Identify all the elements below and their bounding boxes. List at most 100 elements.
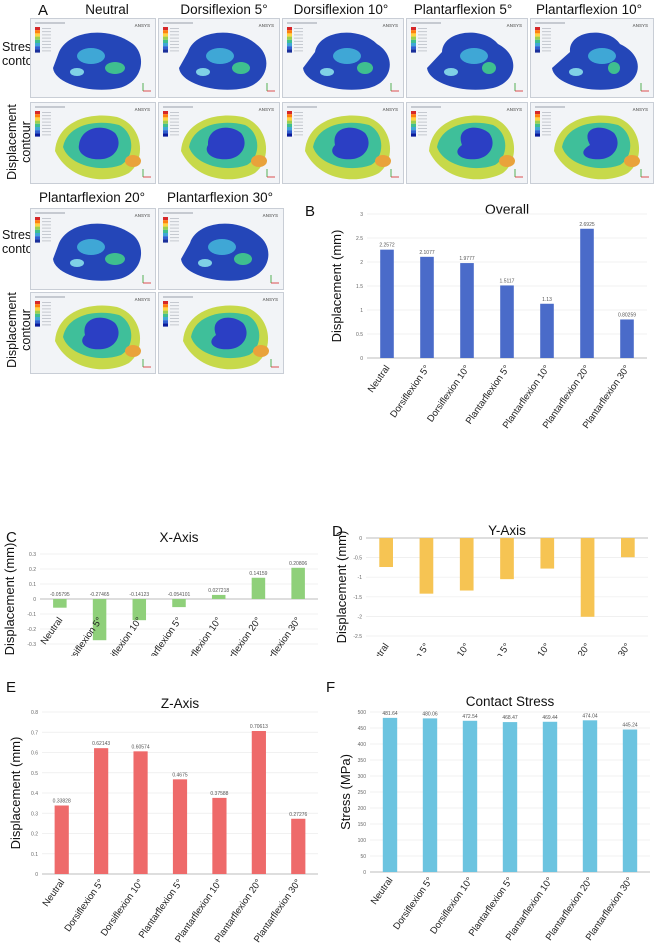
data-label: 0.37588: [210, 791, 228, 797]
row-label-stress-2-line2: contour: [2, 242, 44, 256]
y-tick-label: 2.5: [356, 236, 363, 242]
svg-text:ANSYS: ANSYS: [506, 107, 522, 112]
y-tick-label: 0.3: [31, 811, 38, 817]
bar: [459, 538, 474, 591]
chart-z-axis: E Z-Axis Displacement (mm) 0 0.1 0.2 0.3 0.4 0.5…: [0, 680, 322, 944]
svg-text:ANSYS: ANSYS: [262, 213, 278, 218]
col-title-plantarflexion-20: Plantarflexion 20°: [39, 190, 145, 205]
bar: [420, 256, 434, 358]
stress-contour-plantarflexion-5: ANSYS: [406, 18, 528, 98]
x-tick-label: Dorsiflexion 5°: [388, 641, 432, 656]
y-tick-label: 200: [358, 806, 367, 812]
x-tick-label: Neutral: [41, 877, 68, 908]
y-tick-label: 0: [35, 872, 38, 878]
col-title-plantarflexion-5: Plantarflexion 5°: [413, 2, 513, 17]
x-tick-label: Dorsiflexion 10°: [428, 875, 475, 936]
stress-contour-dorsiflexion-10: ANSYS: [282, 18, 404, 98]
data-label: 0.20806: [289, 561, 307, 567]
row-label-displacement-1-line1: Displacement: [5, 104, 19, 180]
chart-y-axis: D Y-Axis Displacement (mm) -2.5 -2 -1.5 -1 -0.5…: [322, 524, 654, 656]
svg-text:ANSYS: ANSYS: [382, 107, 398, 112]
bar: [54, 805, 69, 874]
bar: [419, 538, 434, 594]
bar: [540, 303, 554, 358]
displacement-contour-plantarflexion-10: ANSYS: [530, 102, 654, 184]
panel-a-letter: A: [38, 2, 49, 19]
data-label: 1.13: [542, 297, 552, 303]
data-label: 0.33828: [53, 798, 71, 804]
bar: [422, 718, 438, 872]
row-label-stress-1-line2: contour: [2, 54, 44, 68]
bar: [540, 538, 555, 569]
bar: [580, 538, 595, 617]
chart-title: Overall: [485, 201, 529, 217]
stress-contour-plantarflexion-30: ANSYS: [158, 208, 284, 290]
data-label: 474.04: [582, 713, 598, 719]
bar: [133, 751, 148, 874]
col-title-plantarflexion-10: Plantarflexion 10°: [536, 2, 642, 17]
row-label-stress-2-line1: Stress: [2, 228, 38, 242]
y-tick-label: 300: [358, 774, 367, 780]
col-title-neutral: Neutral: [85, 2, 129, 17]
y-tick-label: 450: [358, 726, 367, 732]
data-label: 472.54: [462, 714, 478, 720]
bar: [500, 538, 514, 580]
bar: [94, 748, 109, 874]
y-tick-label: 0.4: [31, 791, 38, 797]
y-tick-label: 0: [360, 356, 363, 362]
x-tick-label: Neutral: [365, 641, 392, 656]
bar: [251, 577, 266, 599]
bar: [211, 594, 226, 599]
y-tick-label: -0.3: [27, 642, 36, 648]
chart-title: Z-Axis: [161, 696, 199, 711]
bar: [212, 797, 227, 874]
row-label-displacement-1: Displacement contour: [5, 101, 33, 183]
y-tick-label: -2.5: [353, 634, 362, 640]
svg-text:ANSYS: ANSYS: [262, 297, 278, 302]
data-label: 2.2572: [379, 243, 395, 249]
panel-c-letter: C: [6, 529, 17, 546]
bar: [580, 228, 594, 358]
bar: [542, 721, 558, 872]
y-tick-label: 500: [358, 710, 367, 716]
data-label: 2.1077: [419, 250, 435, 256]
data-label: 1.9777: [459, 256, 475, 262]
y-tick-label: 250: [358, 790, 367, 796]
data-label: 0.62143: [92, 741, 110, 747]
bar: [500, 285, 514, 358]
y-tick-label: 0.1: [31, 852, 38, 858]
panel-e-letter: E: [6, 680, 16, 696]
bar: [172, 779, 188, 874]
col-title-dorsiflexion-10: Dorsiflexion 10°: [293, 2, 389, 17]
y-axis-label: Displacement (mm): [8, 737, 23, 850]
y-tick-label: 50: [360, 854, 366, 860]
y-tick-label: -0.5: [353, 556, 362, 562]
y-tick-label: 0.8: [31, 710, 38, 716]
bar: [92, 599, 107, 641]
data-label: 468.47: [502, 715, 518, 721]
bar: [582, 720, 598, 872]
y-tick-label: 0: [33, 597, 36, 603]
row-label-stress-1-line1: Stress: [2, 40, 38, 54]
data-label: 469.44: [542, 715, 558, 721]
x-tick-label: Dorsiflexion 5°: [388, 363, 432, 420]
x-tick-label: Dorsiflexion 10°: [425, 641, 472, 656]
svg-text:ANSYS: ANSYS: [258, 107, 274, 112]
svg-text:ANSYS: ANSYS: [134, 23, 150, 28]
stress-contour-plantarflexion-20: ANSYS: [30, 208, 156, 290]
data-label: -0.054101: [168, 592, 191, 598]
svg-text:ANSYS: ANSYS: [134, 297, 150, 302]
x-tick-label: Neutral: [39, 615, 66, 646]
bar: [291, 818, 306, 874]
data-label: 0.70613: [250, 724, 268, 730]
row-label-displacement-2: Displacement contour: [5, 289, 33, 371]
row-label-stress-1: Stress contour: [2, 40, 44, 68]
bar: [380, 249, 394, 358]
x-tick-label: Neutral: [369, 875, 396, 906]
x-tick-label: Dorsiflexion 5°: [62, 877, 106, 934]
data-label: -0.27465: [90, 592, 110, 598]
y-tick-label: -0.1: [27, 612, 36, 618]
y-tick-label: 0.5: [356, 332, 363, 338]
bar: [53, 599, 67, 608]
y-tick-label: 0.3: [29, 552, 36, 558]
